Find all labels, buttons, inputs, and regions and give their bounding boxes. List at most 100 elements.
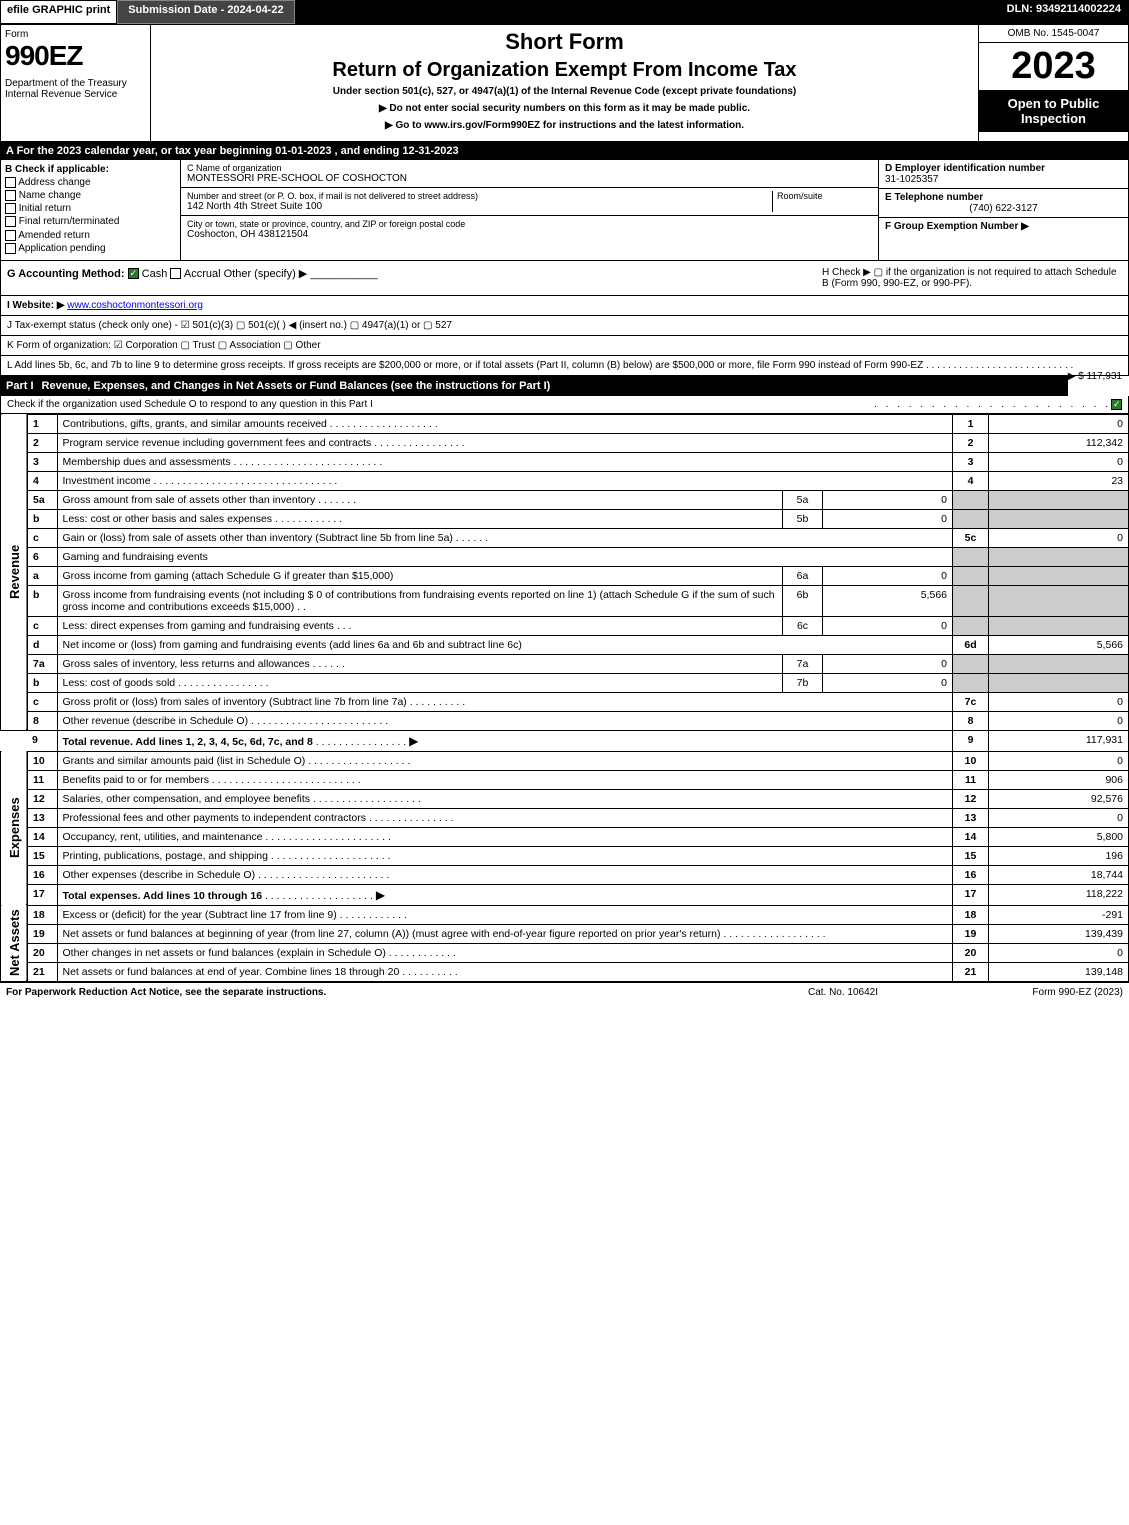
line-4-amt: 23 xyxy=(989,471,1129,490)
c-name-label: C Name of organization xyxy=(187,163,872,173)
line-6d-desc: Net income or (loss) from gaming and fun… xyxy=(57,635,953,654)
row-a-tax-year: A For the 2023 calendar year, or tax yea… xyxy=(0,142,1129,160)
line-21-amt: 139,148 xyxy=(989,962,1129,981)
line-3-amt: 0 xyxy=(989,452,1129,471)
f-label: F Group Exemption Number ▶ xyxy=(885,221,1029,232)
line-1-desc: Contributions, gifts, grants, and simila… xyxy=(63,418,327,430)
instruction-2: ▶ Go to www.irs.gov/Form990EZ for instru… xyxy=(159,120,970,131)
line-6d-amt: 5,566 xyxy=(989,635,1129,654)
line-8-amt: 0 xyxy=(989,711,1129,730)
block-b-c-d: B Check if applicable: Address change Na… xyxy=(0,160,1129,261)
sched-o-checkbox[interactable] xyxy=(1111,399,1122,410)
form-header: Form 990EZ Department of the Treasury In… xyxy=(0,24,1129,142)
chk-initial-return[interactable]: Initial return xyxy=(5,203,176,214)
other-label: Other (specify) ▶ xyxy=(224,268,308,280)
line-12-desc: Salaries, other compensation, and employ… xyxy=(63,793,310,805)
line-6a-val: 0 xyxy=(823,566,953,585)
line-13-amt: 0 xyxy=(989,808,1129,827)
department: Department of the Treasury Internal Reve… xyxy=(5,78,146,100)
line-18-desc: Excess or (deficit) for the year (Subtra… xyxy=(63,909,337,921)
line-18-amt: -291 xyxy=(989,905,1129,924)
line-19-amt: 139,439 xyxy=(989,924,1129,943)
line-l: L Add lines 5b, 6c, and 7b to line 9 to … xyxy=(0,356,1129,376)
main-title: Return of Organization Exempt From Incom… xyxy=(159,59,970,82)
chk-amended[interactable]: Amended return xyxy=(5,230,176,241)
d-label: D Employer identification number xyxy=(885,163,1045,174)
line-5c-amt: 0 xyxy=(989,528,1129,547)
line-8-desc: Other revenue (describe in Schedule O) xyxy=(63,715,249,727)
line-5a-desc: Gross amount from sale of assets other t… xyxy=(63,494,316,506)
line-10-amt: 0 xyxy=(989,751,1129,770)
column-d-e-f: D Employer identification number 31-1025… xyxy=(878,160,1128,260)
line-14-amt: 5,800 xyxy=(989,827,1129,846)
column-b: B Check if applicable: Address change Na… xyxy=(1,160,181,260)
org-city: Coshocton, OH 438121504 xyxy=(187,229,872,240)
column-c: C Name of organization MONTESSORI PRE-SC… xyxy=(181,160,878,260)
chk-final-return[interactable]: Final return/terminated xyxy=(5,216,176,227)
line-1-num: 1 xyxy=(27,414,57,433)
line-20-amt: 0 xyxy=(989,943,1129,962)
org-name: MONTESSORI PRE-SCHOOL OF COSHOCTON xyxy=(187,173,872,184)
line-6-desc: Gaming and fundraising events xyxy=(57,547,953,566)
room-label: Room/suite xyxy=(777,191,872,201)
part-i-title: Revenue, Expenses, and Changes in Net As… xyxy=(42,380,1062,392)
line-6b-val: 5,566 xyxy=(823,585,953,616)
omb-number: OMB No. 1545-0047 xyxy=(979,25,1128,43)
footer-left: For Paperwork Reduction Act Notice, see … xyxy=(6,987,743,998)
cash-label: Cash xyxy=(142,268,168,280)
chk-pending[interactable]: Application pending xyxy=(5,243,176,254)
line-7c-desc: Gross profit or (loss) from sales of inv… xyxy=(63,696,407,708)
line-j: J Tax-exempt status (check only one) - ☑… xyxy=(0,316,1129,336)
line-4-desc: Investment income xyxy=(63,475,151,487)
expenses-label: Expenses xyxy=(1,751,28,905)
line-9-amt: 117,931 xyxy=(989,730,1129,751)
c-street-label: Number and street (or P. O. box, if mail… xyxy=(187,191,772,201)
l-text: L Add lines 5b, 6c, and 7b to line 9 to … xyxy=(7,360,923,371)
line-9-desc: Total revenue. Add lines 1, 2, 3, 4, 5c,… xyxy=(63,736,313,748)
revenue-label: Revenue xyxy=(1,414,28,730)
sched-o-text: Check if the organization used Schedule … xyxy=(7,399,874,410)
part-i-table: Revenue 1 Contributions, gifts, grants, … xyxy=(0,414,1129,982)
chk-address-change[interactable]: Address change xyxy=(5,177,176,188)
line-3-desc: Membership dues and assessments xyxy=(63,456,231,468)
line-k: K Form of organization: ☑ Corporation ▢ … xyxy=(0,336,1129,356)
line-12-amt: 92,576 xyxy=(989,789,1129,808)
line-13-desc: Professional fees and other payments to … xyxy=(63,812,367,824)
footer-form: Form 990-EZ (2023) xyxy=(943,987,1123,998)
dln: DLN: 93492114002224 xyxy=(999,0,1129,24)
form-word: Form xyxy=(5,29,146,40)
line-21-desc: Net assets or fund balances at end of ye… xyxy=(63,966,400,978)
line-2-desc: Program service revenue including govern… xyxy=(63,437,372,449)
line-10-desc: Grants and similar amounts paid (list in… xyxy=(63,755,306,767)
website-link[interactable]: www.coshoctonmontessori.org xyxy=(67,300,203,311)
instruction-1: ▶ Do not enter social security numbers o… xyxy=(159,103,970,114)
line-17-desc: Total expenses. Add lines 10 through 16 xyxy=(63,890,263,902)
sched-o-check: Check if the organization used Schedule … xyxy=(0,396,1129,414)
chk-cash[interactable] xyxy=(128,268,139,279)
line-17-amt: 118,222 xyxy=(989,884,1129,905)
c-city-label: City or town, state or province, country… xyxy=(187,219,872,229)
footer-cat: Cat. No. 10642I xyxy=(743,987,943,998)
i-label: I Website: ▶ xyxy=(7,300,65,311)
line-5b-val: 0 xyxy=(823,509,953,528)
chk-name-change[interactable]: Name change xyxy=(5,190,176,201)
accrual-label: Accrual xyxy=(184,268,221,280)
submission-date: Submission Date - 2024-04-22 xyxy=(117,0,294,24)
chk-accrual[interactable] xyxy=(170,268,181,279)
line-14-desc: Occupancy, rent, utilities, and maintena… xyxy=(63,831,263,843)
line-5b-desc: Less: cost or other basis and sales expe… xyxy=(63,513,273,525)
line-5c-desc: Gain or (loss) from sale of assets other… xyxy=(63,532,453,544)
line-11-desc: Benefits paid to or for members xyxy=(63,774,209,786)
line-19-desc: Net assets or fund balances at beginning… xyxy=(63,928,721,940)
block-g-h: G Accounting Method: Cash Accrual Other … xyxy=(0,261,1129,296)
line-6c-desc: Less: direct expenses from gaming and fu… xyxy=(63,620,334,632)
efile-button[interactable]: efile GRAPHIC print xyxy=(0,0,117,24)
line-15-amt: 196 xyxy=(989,846,1129,865)
footer: For Paperwork Reduction Act Notice, see … xyxy=(0,982,1129,1002)
line-6c-val: 0 xyxy=(823,616,953,635)
line-2-amt: 112,342 xyxy=(989,433,1129,452)
b-label: B Check if applicable: xyxy=(5,164,109,175)
line-7b-val: 0 xyxy=(823,673,953,692)
line-5a-val: 0 xyxy=(823,490,953,509)
line-7a-val: 0 xyxy=(823,654,953,673)
